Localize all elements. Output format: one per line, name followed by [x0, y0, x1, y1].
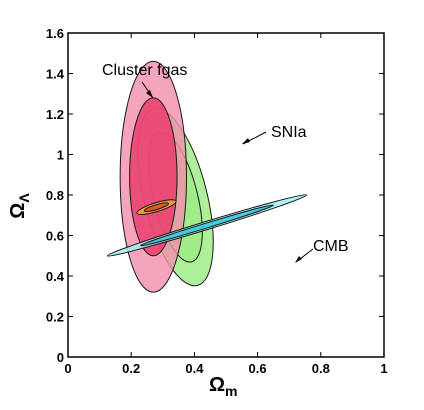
x-axis-label-sub: m	[225, 383, 237, 399]
x-axis-label: Ωm	[209, 374, 238, 399]
y-tick-label: 0.6	[46, 229, 64, 244]
x-tick-label: 0	[64, 361, 71, 376]
annotation-arrowhead-snia	[242, 138, 250, 144]
annotation-snia: SNIa	[271, 124, 307, 141]
plot-frame	[67, 32, 385, 358]
y-tick-label: 0.2	[46, 310, 64, 325]
y-tick-label: 1	[57, 148, 64, 163]
y-tick-label: 0.4	[46, 269, 65, 284]
contour-group-combined	[136, 199, 177, 216]
contour-group-cluster-fgas	[119, 60, 188, 293]
x-tick-label: 0.4	[185, 361, 204, 376]
y-axis-label-sub: Λ	[16, 193, 32, 203]
contour-combined-inner	[143, 202, 170, 213]
y-tick-label: 0	[57, 350, 64, 365]
annotation-cluster-fgas: Cluster fgas	[102, 62, 187, 79]
y-tick-label: 1.6	[46, 26, 64, 41]
x-tick-label: 0.2	[122, 361, 140, 376]
contour-group-cmb	[106, 194, 308, 257]
contour-cluster-fgas-inner	[129, 97, 178, 257]
y-tick-label: 0.8	[46, 188, 64, 203]
annotation-cmb: CMB	[313, 238, 349, 255]
y-axis-label-main: Ω	[7, 203, 29, 219]
y-tick-label: 1.2	[46, 107, 64, 122]
x-axis-label-main: Ω	[209, 374, 225, 396]
annotation-layer: Cluster fgas SNIa CMB	[102, 62, 349, 263]
x-tick-label: 0.6	[249, 361, 267, 376]
y-axis-label: ΩΛ	[7, 193, 32, 219]
contour-layer	[106, 60, 308, 293]
annotation-arrowhead-cluster-fgas	[146, 90, 153, 98]
y-tick-label: 1.4	[46, 67, 65, 82]
contour-cmb-inner	[140, 204, 275, 247]
tick-layer: 0 0.2 0.4 0.6 0.8 1 0 0.2 0.4 0.6 0.8 1 1.2 1.4 1.6	[46, 26, 388, 376]
x-tick-label: 0.8	[312, 361, 330, 376]
x-tick-label: 1	[380, 361, 387, 376]
axis-label-layer: Ωm ΩΛ	[7, 193, 238, 399]
annotation-arrowhead-cmb	[295, 256, 302, 263]
